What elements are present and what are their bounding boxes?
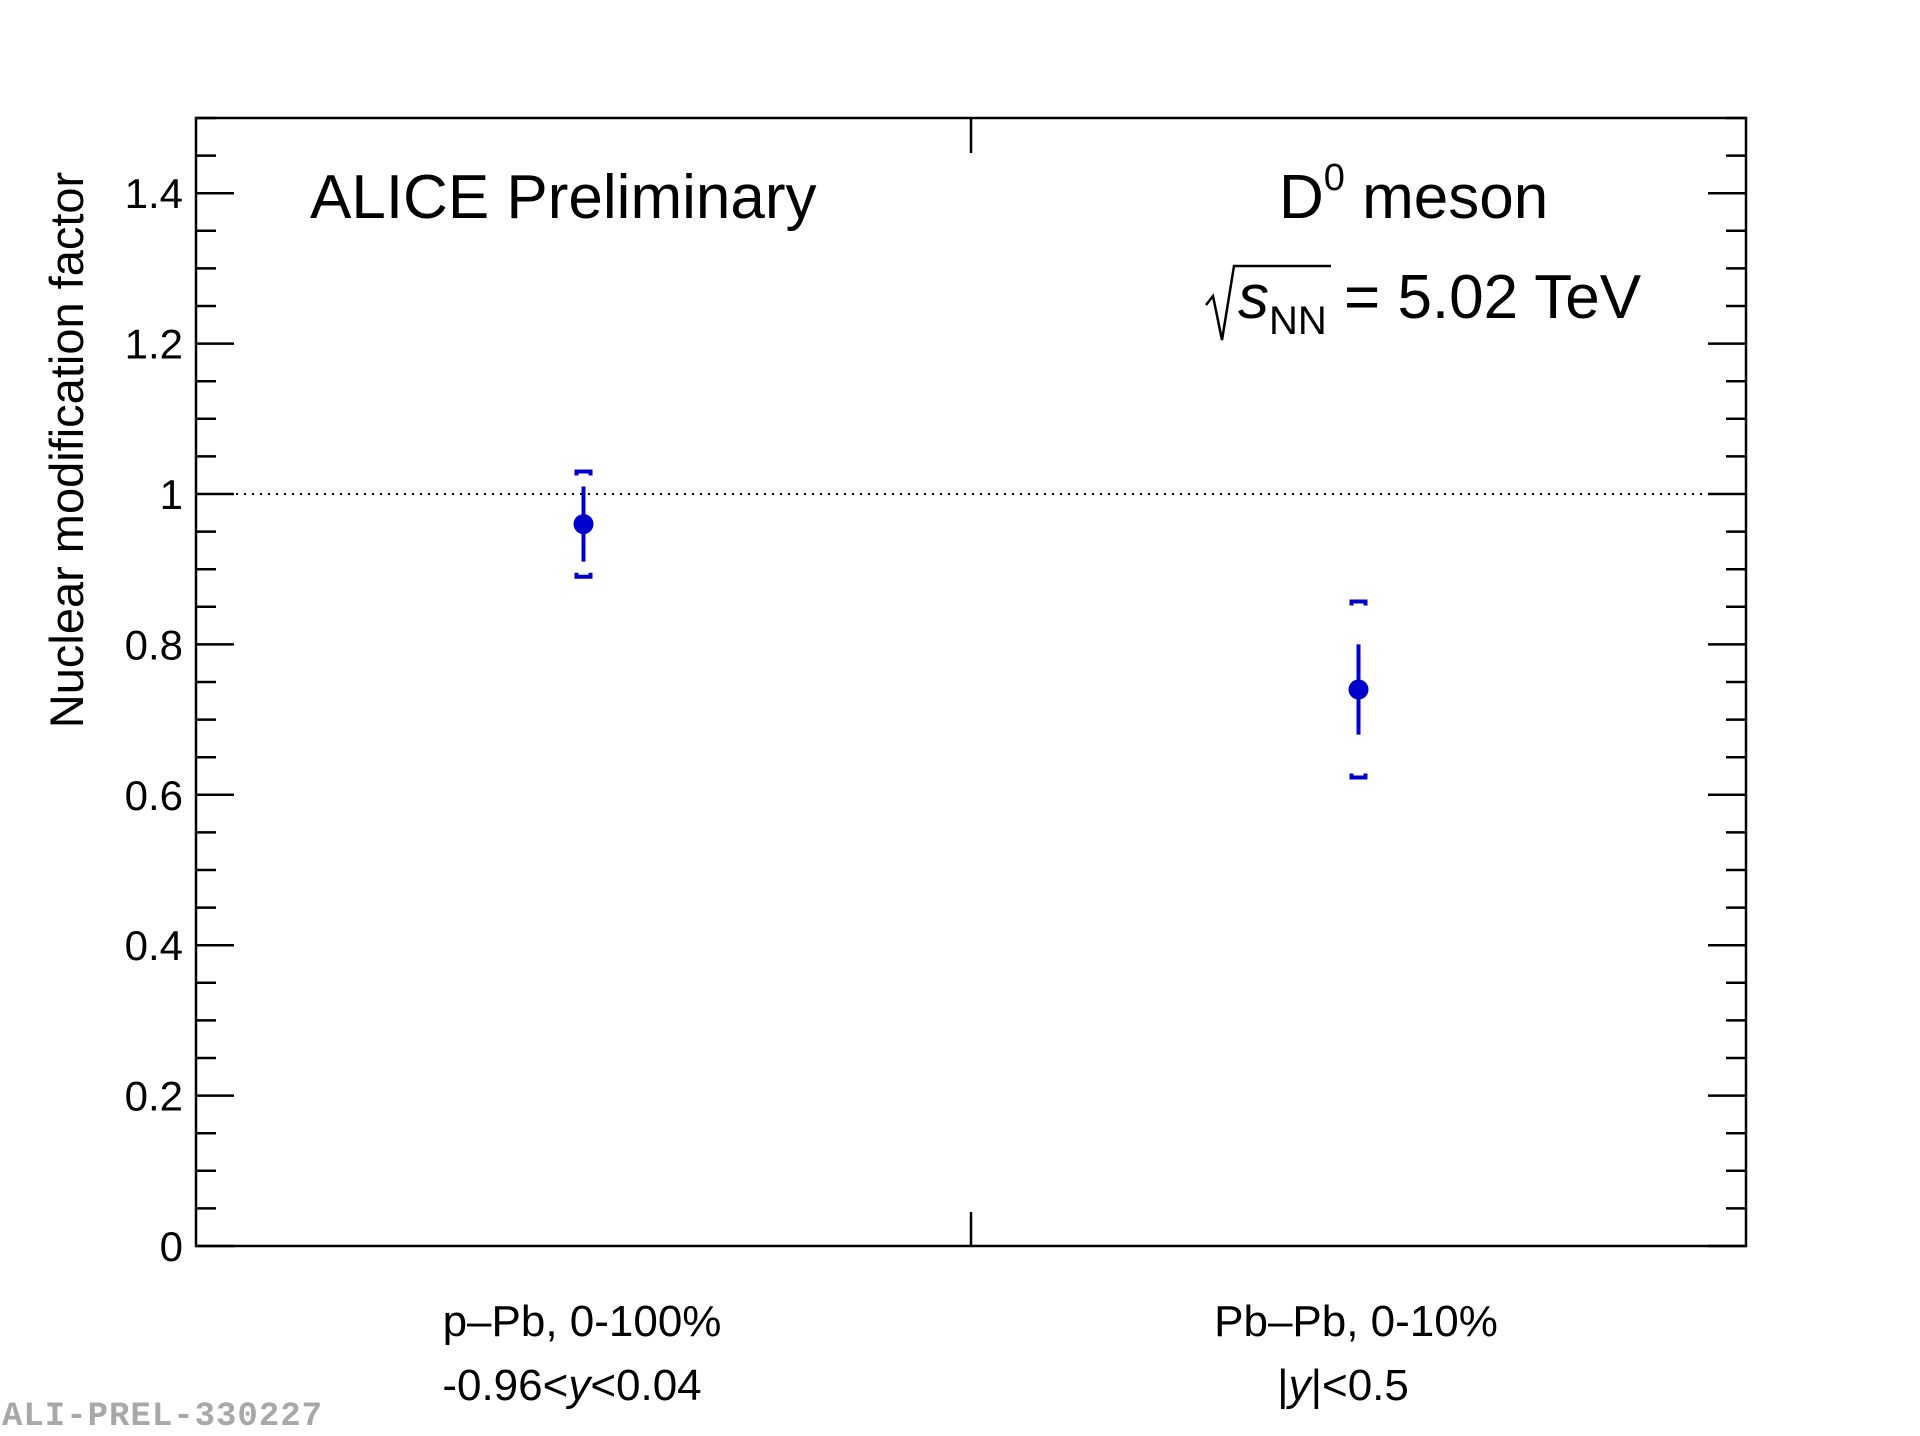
data-point-marker <box>1348 679 1369 700</box>
category-label-1-line1: Pb–Pb, 0-10% <box>1214 1297 1498 1346</box>
category-1-range-post: |<0.5 <box>1311 1361 1409 1410</box>
syst-error-cap-bottom <box>1349 773 1368 780</box>
data-points <box>573 469 1369 780</box>
energy-value: = 5.02 TeV <box>1327 263 1642 332</box>
category-0-range-pre: -0.96< <box>442 1361 568 1410</box>
particle-rest: meson <box>1345 163 1548 232</box>
energy-label: sNN = 5.02 TeV <box>1238 263 1642 343</box>
y-tick-label: 1 <box>160 471 183 518</box>
y-axis-tick-labels: 0 0.2 0.4 0.6 0.8 1 1.2 1.4 <box>125 170 183 1270</box>
chart-title: ALICE Preliminary <box>310 163 816 232</box>
preliminary-id: ALI-PREL-330227 <box>2 1398 324 1436</box>
category-0-range-var: y <box>565 1361 593 1410</box>
syst-error-cap-bottom <box>574 572 593 579</box>
particle-label: D0 meson <box>1279 157 1548 232</box>
particle-base: D <box>1279 163 1324 232</box>
category-label-0-line2: -0.96<y<0.04 <box>442 1361 701 1410</box>
category-1-range-var: y <box>1286 1361 1314 1410</box>
category-1-range-pre: | <box>1277 1361 1288 1410</box>
syst-error-cap-top <box>1349 599 1368 606</box>
syst-error-cap-top <box>574 469 593 476</box>
y-tick-label: 0.8 <box>125 621 183 668</box>
y-tick-label: 0.6 <box>125 772 183 819</box>
category-0-range-post: <0.04 <box>590 1361 701 1410</box>
y-tick-label: 0.4 <box>125 922 183 969</box>
y-tick-label: 0.2 <box>125 1073 183 1120</box>
sqrt-sign <box>1205 264 1331 341</box>
category-label-1-line2: |y|<0.5 <box>1277 1361 1409 1410</box>
y-tick-label: 0 <box>160 1223 183 1270</box>
y-axis-label: Nuclear modification factor <box>40 172 93 728</box>
energy-var: s <box>1238 263 1269 332</box>
y-tick-label: 1.2 <box>125 321 183 368</box>
particle-superscript: 0 <box>1324 157 1345 199</box>
energy-subscript: NN <box>1269 299 1327 343</box>
category-label-0-line1: p–Pb, 0-100% <box>443 1297 722 1346</box>
y-axis-ticks <box>196 116 1746 1248</box>
data-point-marker <box>573 514 594 535</box>
y-tick-label: 1.4 <box>125 170 183 217</box>
